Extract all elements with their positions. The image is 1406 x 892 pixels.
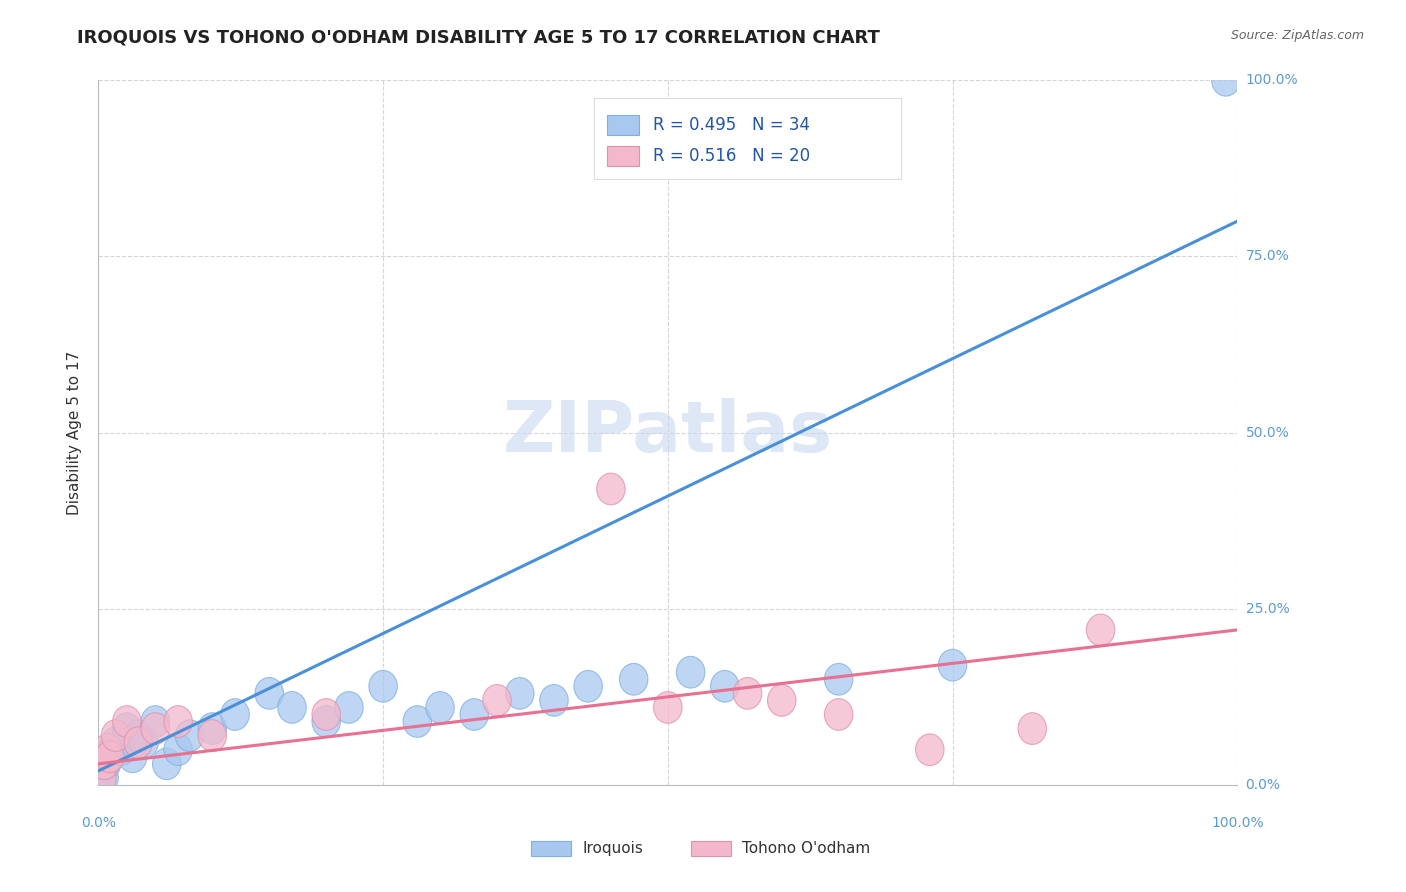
Text: R = 0.516   N = 20: R = 0.516 N = 20 [652,146,810,165]
Ellipse shape [129,727,159,758]
Ellipse shape [676,657,704,688]
Y-axis label: Disability Age 5 to 17: Disability Age 5 to 17 [67,351,83,515]
Ellipse shape [540,684,568,716]
Ellipse shape [165,706,193,738]
Ellipse shape [368,671,398,702]
Ellipse shape [112,706,141,738]
Ellipse shape [198,713,226,745]
Ellipse shape [938,649,967,681]
Ellipse shape [93,734,122,765]
Ellipse shape [1018,713,1046,745]
Ellipse shape [460,698,488,731]
Ellipse shape [596,473,626,505]
Ellipse shape [221,698,249,731]
Text: 100.0%: 100.0% [1211,815,1264,830]
Ellipse shape [93,748,121,780]
FancyBboxPatch shape [607,115,640,135]
Ellipse shape [654,691,682,723]
Text: Source: ZipAtlas.com: Source: ZipAtlas.com [1230,29,1364,42]
Ellipse shape [482,684,512,716]
Ellipse shape [165,734,193,765]
Ellipse shape [87,755,117,787]
Ellipse shape [198,720,226,751]
Text: 75.0%: 75.0% [1246,250,1289,263]
Ellipse shape [404,706,432,738]
Ellipse shape [96,741,124,772]
Text: 0.0%: 0.0% [1246,778,1281,792]
Ellipse shape [824,664,853,695]
Ellipse shape [1212,64,1240,96]
Ellipse shape [118,741,146,772]
Ellipse shape [915,734,943,765]
Ellipse shape [101,727,129,758]
Ellipse shape [152,748,181,780]
FancyBboxPatch shape [531,840,571,856]
Ellipse shape [734,678,762,709]
Text: ZIPatlas: ZIPatlas [503,398,832,467]
Ellipse shape [574,671,602,702]
Text: R = 0.495   N = 34: R = 0.495 N = 34 [652,116,810,134]
Text: 0.0%: 0.0% [82,815,115,830]
Text: 25.0%: 25.0% [1246,602,1289,615]
Ellipse shape [254,678,284,709]
Ellipse shape [141,706,170,738]
Ellipse shape [312,706,340,738]
Ellipse shape [90,762,118,794]
Ellipse shape [506,678,534,709]
Ellipse shape [124,720,152,751]
Ellipse shape [312,698,340,731]
Ellipse shape [87,762,117,794]
Text: Iroquois: Iroquois [582,841,644,856]
Text: 50.0%: 50.0% [1246,425,1289,440]
Ellipse shape [98,734,127,765]
Ellipse shape [620,664,648,695]
Ellipse shape [90,748,118,780]
Ellipse shape [124,727,152,758]
Ellipse shape [112,713,141,745]
Ellipse shape [101,720,129,751]
Ellipse shape [96,741,124,772]
Text: 100.0%: 100.0% [1246,73,1298,87]
FancyBboxPatch shape [690,840,731,856]
Text: IROQUOIS VS TOHONO O'ODHAM DISABILITY AGE 5 TO 17 CORRELATION CHART: IROQUOIS VS TOHONO O'ODHAM DISABILITY AG… [77,29,880,46]
Ellipse shape [710,671,740,702]
FancyBboxPatch shape [607,145,640,166]
Ellipse shape [426,691,454,723]
Ellipse shape [141,713,170,745]
Ellipse shape [1087,614,1115,646]
Ellipse shape [278,691,307,723]
Ellipse shape [107,734,135,765]
Ellipse shape [335,691,363,723]
Ellipse shape [176,720,204,751]
Text: Tohono O'odham: Tohono O'odham [742,841,870,856]
Ellipse shape [824,698,853,731]
Ellipse shape [768,684,796,716]
FancyBboxPatch shape [593,98,901,179]
